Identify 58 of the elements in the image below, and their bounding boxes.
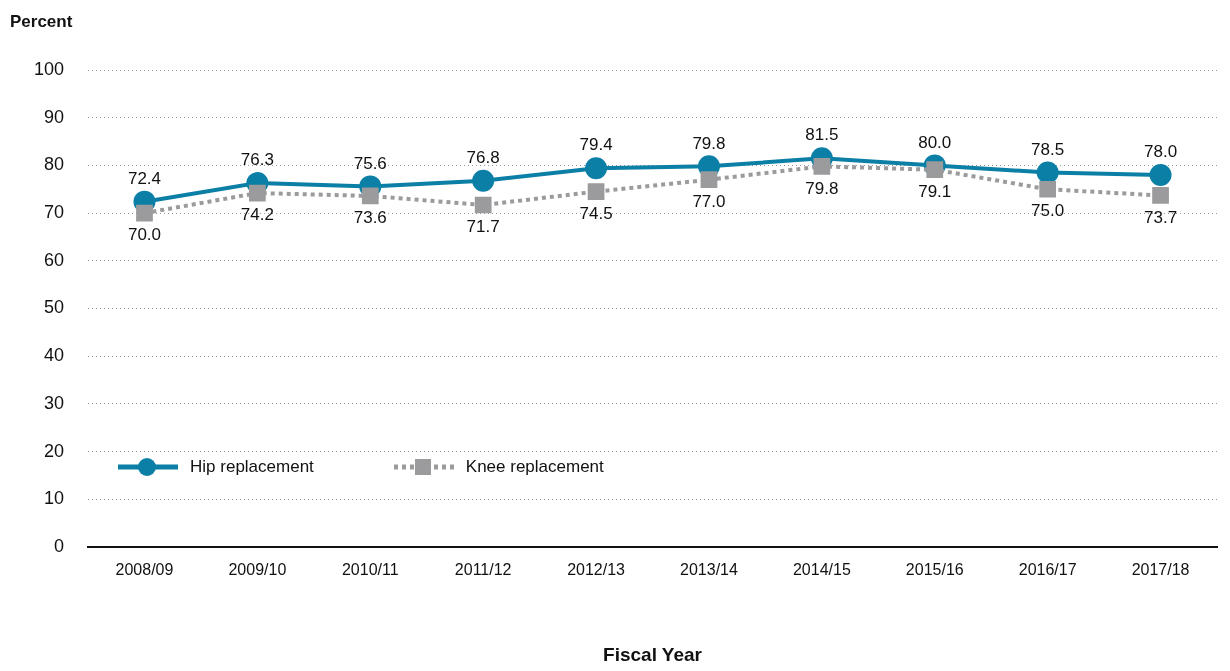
- data-label: 77.0: [692, 191, 726, 211]
- y-tick-label: 70: [44, 202, 65, 223]
- y-tick-label: 30: [44, 392, 65, 413]
- point: [587, 183, 605, 200]
- x-tick-label: 2013/14: [680, 561, 738, 579]
- y-tick-label: 80: [44, 154, 65, 175]
- data-label: 75.0: [1031, 201, 1065, 221]
- x-tick-label: 2009/10: [228, 561, 287, 579]
- data-label: 79.8: [692, 133, 726, 153]
- data-label: 70.0: [127, 225, 162, 245]
- y-tick-label: 0: [54, 535, 65, 556]
- x-tick-label: 2008/09: [115, 561, 174, 579]
- point: [472, 169, 495, 192]
- legend-label: Knee replacement: [465, 457, 604, 477]
- data-label: 79.4: [579, 135, 613, 155]
- x-tick-label: 2017/18: [1131, 561, 1190, 579]
- data-label: 79.1: [918, 181, 952, 201]
- data-label: 74.2: [240, 205, 274, 225]
- x-axis-title: Fiscal Year: [603, 643, 703, 665]
- y-tick-label: 20: [44, 440, 65, 461]
- y-tick-label: 50: [44, 297, 65, 318]
- y-tick-label: 10: [44, 488, 65, 509]
- point: [585, 157, 608, 180]
- y-tick-label: 40: [44, 345, 65, 366]
- data-label: 72.4: [127, 168, 162, 188]
- data-label: 81.5: [805, 125, 839, 145]
- x-tick-label: 2015/16: [905, 561, 964, 579]
- point: [700, 171, 718, 189]
- y-axis-title: Percent: [10, 12, 73, 32]
- point: [813, 157, 831, 175]
- data-label: 79.8: [805, 178, 839, 198]
- point: [1036, 161, 1059, 184]
- data-label: 78.5: [1031, 139, 1065, 159]
- data-label: 76.8: [466, 147, 500, 167]
- data-label: 80.0: [918, 132, 952, 152]
- point: [1152, 187, 1169, 204]
- point: [1149, 163, 1172, 186]
- point: [1039, 180, 1057, 198]
- point: [474, 196, 492, 214]
- y-tick-label: 90: [44, 106, 65, 127]
- data-label: 76.3: [240, 150, 274, 170]
- data-label: 74.5: [579, 203, 613, 223]
- x-tick-label: 2016/17: [1018, 561, 1077, 579]
- data-label: 78.0: [1144, 142, 1178, 162]
- data-label: 73.6: [353, 208, 387, 228]
- y-tick-label: 100: [33, 58, 65, 79]
- point: [136, 204, 153, 222]
- data-label: 73.7: [1144, 207, 1178, 227]
- x-tick-label: 2012/13: [567, 561, 626, 579]
- point: [249, 184, 266, 202]
- x-tick-label: 2014/15: [792, 561, 851, 579]
- legend-label: Hip replacement: [190, 457, 314, 477]
- data-label: 71.7: [466, 217, 500, 237]
- y-tick-label: 60: [44, 249, 65, 270]
- point: [361, 187, 379, 205]
- x-tick-label: 2011/12: [454, 561, 512, 579]
- data-label: 75.6: [353, 153, 387, 173]
- x-tick-label: 2010/11: [341, 561, 399, 579]
